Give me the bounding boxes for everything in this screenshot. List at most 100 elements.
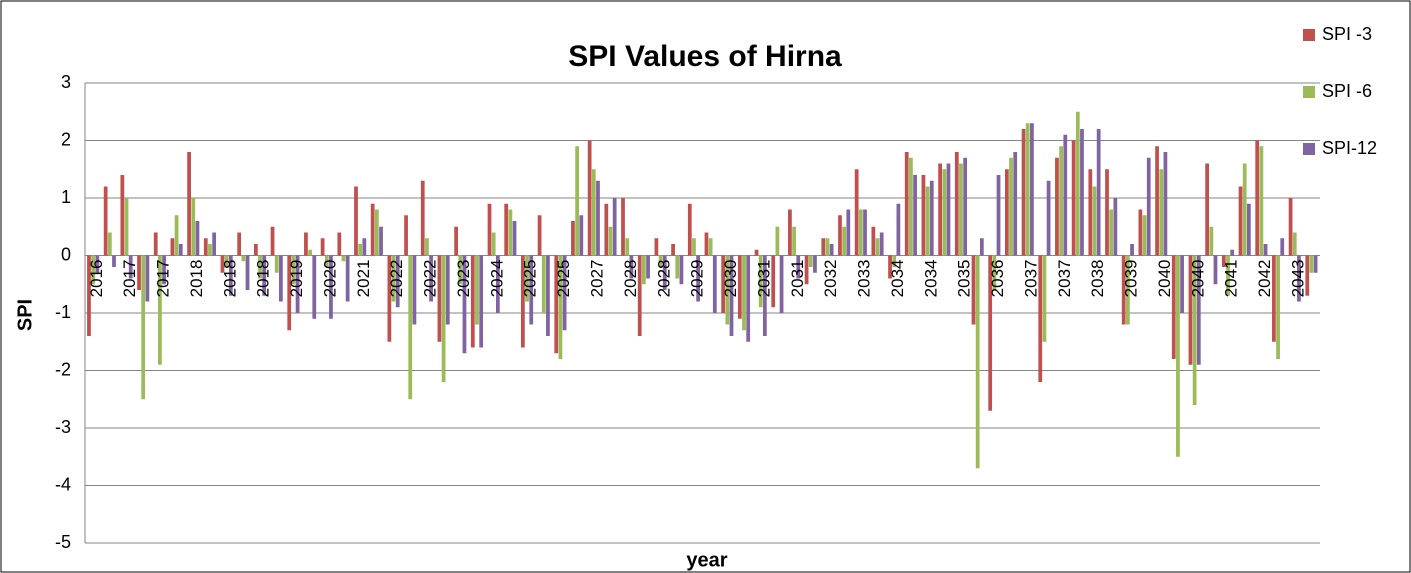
bar [491,232,496,256]
bar [1130,244,1134,256]
bar [329,255,333,319]
legend-label: SPI -6 [1322,81,1372,101]
bar [909,157,913,256]
bar [1180,255,1184,313]
bar [1276,255,1280,359]
y-tick-label: 3 [61,72,71,92]
bar [521,255,525,348]
bar [1255,140,1260,256]
bar [1209,226,1214,256]
legend-swatch [1303,86,1315,98]
x-tick-label: 2041 [1222,260,1241,298]
bar [1142,215,1147,256]
bar [541,255,546,313]
bar [304,232,308,256]
bar [1042,255,1047,342]
x-tick-label: 2022 [421,260,440,298]
bar [562,255,567,331]
bar [804,255,809,285]
bar [621,198,625,256]
bar [696,255,700,302]
bar [358,244,363,256]
bar [975,255,980,469]
bar [475,255,479,325]
bar [1038,255,1043,382]
bar [1025,123,1030,256]
bar [729,255,734,336]
bar [237,232,242,256]
bar [337,232,342,256]
bar [362,238,367,256]
bar [1146,157,1151,256]
bar [91,255,96,285]
bar [408,255,413,400]
x-tick-label: 2040 [1188,260,1207,298]
bar [504,203,509,256]
bar [420,180,425,256]
bar [1021,129,1026,256]
bar [637,255,642,336]
y-tick-label: -2 [55,359,71,379]
bar [921,175,926,256]
x-tick-label: 2021 [354,260,373,298]
bar [591,169,596,256]
bar [929,180,934,256]
x-tick-label: 2037 [1055,260,1074,298]
bar [295,255,300,313]
bar [178,244,183,256]
x-tick-label: 2017 [154,260,173,298]
bar [1288,198,1293,256]
bar [270,226,275,256]
bar [842,226,847,256]
x-tick-label: 2031 [788,260,807,298]
bar [1159,169,1164,256]
bar [708,238,713,256]
bar [458,255,463,285]
bar [324,255,329,267]
bar [454,226,459,256]
bar [971,255,976,325]
bar [858,209,863,256]
bar [374,209,379,256]
bar [1176,255,1180,457]
bar [479,255,484,348]
x-tick-label: 2018 [187,260,206,298]
bar [762,255,767,336]
bar [1221,255,1226,267]
bar [779,255,784,313]
bar [996,175,1001,256]
bar [525,255,529,302]
bar [308,249,312,256]
bar [959,163,963,256]
bar [954,152,959,256]
bar [191,198,196,256]
x-tick-label: 2028 [654,260,673,298]
bar [796,255,801,279]
bar [1055,157,1059,256]
bar [888,255,892,279]
bar [642,255,646,285]
bar [679,255,684,285]
legend-swatch [1303,143,1315,155]
bar [1092,186,1097,256]
x-tick-label: 2016 [87,260,106,298]
y-tick-label: 1 [61,187,71,207]
bar [1121,255,1126,325]
bar [942,169,947,256]
bar [224,255,229,267]
bar [1230,249,1235,256]
bar [1263,244,1268,256]
bar [1309,255,1314,273]
bar [554,255,559,354]
bar [1075,111,1080,256]
bar [312,255,317,319]
bar [546,255,550,336]
bar [279,255,283,302]
x-tick-label: 2031 [754,260,773,298]
x-tick-label: 2029 [688,260,707,298]
bar [1030,123,1034,256]
legend-label: SPI -3 [1322,24,1372,44]
bar [112,255,116,267]
bar [654,238,659,256]
